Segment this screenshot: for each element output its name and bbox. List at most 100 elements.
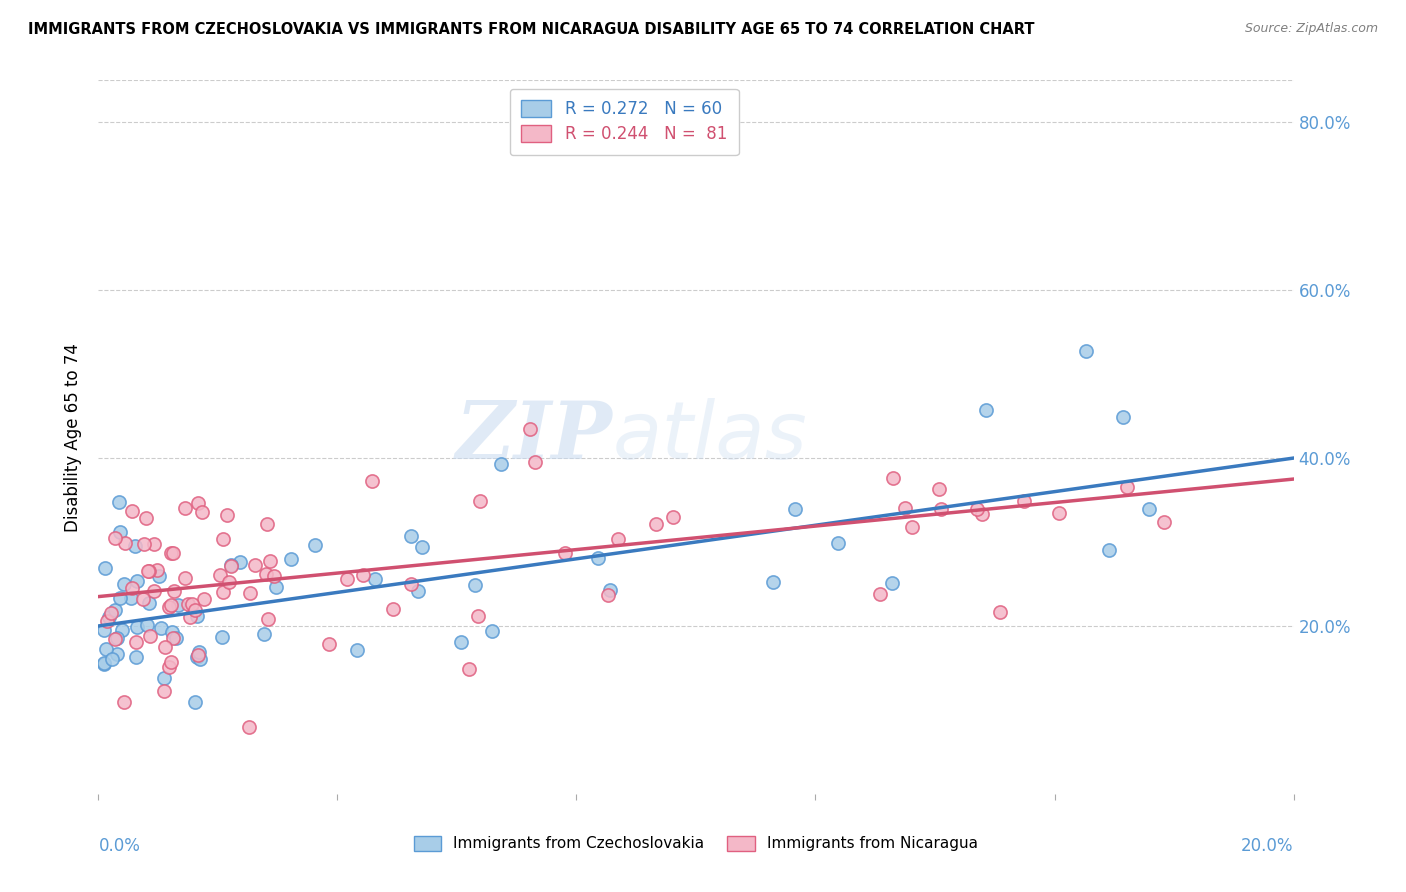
Point bbox=[138, 564, 160, 578]
Point bbox=[162, 631, 184, 645]
Point bbox=[211, 585, 233, 599]
Point bbox=[880, 576, 903, 591]
Point bbox=[188, 645, 211, 659]
Point bbox=[336, 573, 359, 587]
Point bbox=[108, 591, 131, 605]
Legend: Immigrants from Czechoslovakia, Immigrants from Nicaragua: Immigrants from Czechoslovakia, Immigran… bbox=[408, 830, 984, 857]
Point bbox=[101, 652, 124, 666]
Point bbox=[882, 471, 904, 485]
Point bbox=[1112, 410, 1135, 425]
Point bbox=[364, 572, 387, 586]
Point bbox=[165, 632, 187, 646]
Text: 20.0%: 20.0% bbox=[1241, 837, 1294, 855]
Point bbox=[458, 661, 481, 675]
Point bbox=[970, 507, 993, 521]
Point bbox=[132, 591, 155, 606]
Point bbox=[464, 578, 486, 592]
Point bbox=[103, 632, 125, 646]
Point bbox=[96, 614, 118, 628]
Point bbox=[361, 474, 384, 488]
Point bbox=[112, 577, 135, 591]
Point bbox=[105, 631, 128, 645]
Point bbox=[253, 626, 276, 640]
Point bbox=[229, 555, 252, 569]
Point bbox=[304, 538, 326, 552]
Point bbox=[599, 582, 621, 597]
Point bbox=[191, 505, 214, 519]
Point bbox=[114, 535, 136, 549]
Point bbox=[598, 588, 620, 602]
Point bbox=[142, 537, 165, 551]
Point bbox=[127, 574, 149, 589]
Point bbox=[146, 563, 169, 577]
Point bbox=[399, 577, 422, 591]
Point bbox=[468, 493, 491, 508]
Point bbox=[136, 618, 159, 632]
Point bbox=[450, 635, 472, 649]
Point bbox=[98, 610, 121, 624]
Point bbox=[1074, 344, 1097, 359]
Point bbox=[554, 547, 576, 561]
Point bbox=[264, 580, 287, 594]
Point bbox=[280, 551, 302, 566]
Point bbox=[105, 647, 128, 661]
Point bbox=[219, 558, 242, 573]
Point bbox=[136, 564, 159, 578]
Point bbox=[149, 621, 172, 635]
Point bbox=[243, 558, 266, 572]
Point bbox=[163, 583, 186, 598]
Point bbox=[142, 583, 165, 598]
Point bbox=[104, 531, 127, 545]
Point bbox=[966, 501, 988, 516]
Point bbox=[481, 624, 503, 639]
Point bbox=[159, 598, 181, 612]
Point bbox=[401, 528, 423, 542]
Point bbox=[103, 603, 125, 617]
Point bbox=[124, 649, 146, 664]
Point bbox=[148, 569, 170, 583]
Point bbox=[211, 630, 233, 644]
Point bbox=[127, 620, 149, 634]
Point bbox=[124, 539, 146, 553]
Point bbox=[491, 457, 513, 471]
Point bbox=[1012, 493, 1035, 508]
Point bbox=[153, 671, 176, 685]
Point bbox=[259, 554, 281, 568]
Text: IMMIGRANTS FROM CZECHOSLOVAKIA VS IMMIGRANTS FROM NICARAGUA DISABILITY AGE 65 TO: IMMIGRANTS FROM CZECHOSLOVAKIA VS IMMIGR… bbox=[28, 22, 1035, 37]
Point bbox=[1153, 515, 1175, 529]
Point bbox=[157, 599, 180, 614]
Point bbox=[100, 606, 122, 620]
Point bbox=[894, 501, 917, 516]
Point bbox=[352, 567, 374, 582]
Point bbox=[1116, 480, 1139, 494]
Point bbox=[523, 455, 546, 469]
Point bbox=[181, 597, 204, 611]
Point bbox=[186, 609, 208, 624]
Point bbox=[467, 608, 489, 623]
Point bbox=[411, 540, 433, 554]
Point bbox=[121, 504, 143, 518]
Point bbox=[121, 581, 143, 595]
Point bbox=[606, 532, 628, 546]
Point bbox=[111, 623, 134, 637]
Text: atlas: atlas bbox=[613, 398, 807, 476]
Point bbox=[160, 546, 183, 560]
Point bbox=[644, 517, 666, 532]
Point bbox=[187, 496, 209, 510]
Text: 0.0%: 0.0% bbox=[98, 837, 141, 855]
Point bbox=[125, 635, 148, 649]
Point bbox=[218, 574, 240, 589]
Point bbox=[153, 683, 176, 698]
Point bbox=[174, 501, 197, 516]
Point bbox=[157, 660, 180, 674]
Point bbox=[193, 592, 215, 607]
Point bbox=[901, 519, 924, 533]
Point bbox=[188, 652, 211, 666]
Point bbox=[138, 629, 160, 643]
Point bbox=[167, 598, 190, 612]
Point bbox=[346, 643, 368, 657]
Point bbox=[107, 494, 129, 508]
Point bbox=[212, 533, 235, 547]
Point bbox=[93, 656, 115, 670]
Point bbox=[215, 508, 238, 522]
